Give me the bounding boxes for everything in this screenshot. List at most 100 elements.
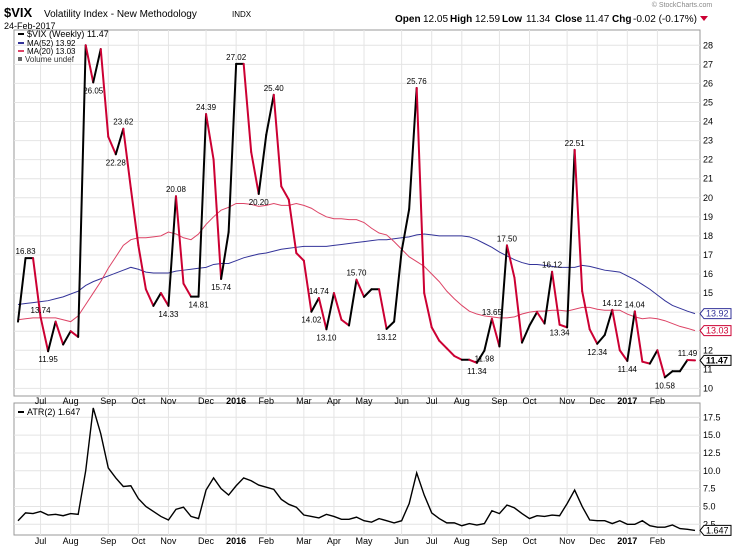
price-data-label: 13.10 — [316, 333, 337, 342]
price-data-label: 20.08 — [166, 185, 187, 194]
price-data-label: 16.12 — [542, 261, 563, 270]
atr-grid — [14, 403, 700, 535]
vix-segment — [265, 93, 275, 136]
vix-segment — [438, 339, 448, 350]
vix-segment — [513, 276, 523, 344]
atr-x-tick-label: Sep — [100, 536, 116, 546]
price-data-label: 11.44 — [618, 365, 638, 374]
vix-segment — [618, 349, 629, 362]
atr-x-tick-label: Nov — [559, 536, 576, 546]
price-data-labels: 16.83 13.74 11.95 26.05 22.28 23.62 14.33 20.08… — [16, 53, 698, 390]
vix-segment — [62, 330, 72, 346]
vix-segment — [520, 324, 531, 344]
vix-segment — [468, 358, 478, 364]
price-y-tick-label: 12 — [703, 345, 713, 355]
atr-last-value-tag-box — [699, 524, 732, 536]
chart-header: $VIX Volatility Index - New Methodology … — [4, 1, 712, 31]
vix-segment — [393, 250, 403, 323]
vix-segment — [340, 318, 350, 327]
price-data-label: 14.74 — [309, 287, 330, 296]
vix-segment — [626, 310, 636, 362]
price-data-label: 13.34 — [550, 329, 571, 338]
vix-segment — [505, 244, 516, 279]
price-y-tick-label: 16 — [703, 269, 713, 279]
price-x-tick-label: Sep — [491, 396, 507, 406]
atr-last-value-tag: 1.647 — [706, 525, 729, 535]
price-y-tick-label: 24 — [703, 117, 713, 127]
price-data-label: 22.51 — [565, 139, 586, 148]
price-x-tick-label: 2017 — [617, 396, 637, 406]
price-data-label: 14.81 — [189, 301, 210, 310]
vix-segment — [596, 334, 606, 345]
atr-legend: ATR(2) 1.647 — [18, 407, 80, 417]
price-data-label: 13.65 — [482, 308, 503, 317]
vix-segment — [415, 86, 426, 295]
atr-x-tick-label: Aug — [454, 536, 470, 546]
atr-x-tick-label: May — [356, 536, 374, 546]
vix-segment — [137, 244, 147, 291]
price-x-tick-label: Feb — [650, 396, 666, 406]
price-x-tick-label: Nov — [559, 396, 576, 406]
ma20-line — [17, 202, 696, 332]
price-y-tick-label: 25 — [703, 97, 713, 107]
atr-x-tick-label: Oct — [523, 536, 538, 546]
vix-segment — [551, 270, 561, 326]
price-y-tick-label: 20 — [703, 193, 713, 203]
symbol-label: $VIX — [4, 5, 33, 20]
watermark: © StockCharts.com — [652, 1, 713, 9]
vix-segment — [490, 317, 501, 348]
price-data-label: 14.04 — [625, 300, 646, 309]
last-value-tag: 11.47 — [706, 355, 728, 365]
atr-y-axis: 2.5 5.0 7.5 10.0 12.5 15.0 17.5 — [703, 412, 721, 529]
atr-x-tick-label: 2016 — [226, 536, 246, 546]
price-x-tick-label: Dec — [589, 396, 606, 406]
vix-segment — [423, 292, 433, 329]
vix-segment — [475, 349, 486, 364]
price-x-tick-label: 2016 — [226, 396, 246, 406]
high-value: 12.59 — [475, 14, 500, 25]
price-x-tick-label: Dec — [198, 396, 215, 406]
chg-label: Chg — [612, 14, 631, 25]
price-data-label: 10.58 — [655, 381, 676, 390]
vix-segment — [197, 113, 208, 298]
vix-segment — [355, 278, 366, 298]
atr-x-tick-label: Dec — [589, 536, 606, 546]
close-value: 11.47 — [585, 14, 610, 25]
last-value-tags: 13.92 13.03 11.47 1.647 — [699, 308, 732, 536]
last-value-tag-box — [699, 325, 732, 337]
legend-vix: $VIX (Weekly) 11.47 — [27, 29, 109, 39]
vix-segment — [408, 86, 418, 211]
vix-segment — [99, 48, 110, 138]
last-value-tag-box — [699, 354, 732, 366]
vix-segment — [47, 320, 57, 353]
atr-x-tick-label: Jun — [394, 536, 409, 546]
atr-y-tick-label: 7.5 — [703, 484, 716, 494]
price-x-tick-label: Feb — [258, 396, 274, 406]
vix-segment — [611, 308, 621, 352]
vix-segment — [272, 93, 283, 188]
atr-y-tick-label: 17.5 — [703, 412, 721, 422]
vix-segment — [212, 158, 223, 280]
close-label: Close — [555, 14, 583, 25]
last-value-tag-box — [699, 308, 732, 320]
vix-segment — [167, 195, 177, 307]
legend-ma20: MA(20) 13.03 — [27, 47, 76, 56]
vix-segment — [92, 48, 102, 84]
vix-segment — [453, 354, 463, 361]
vix-segment — [114, 127, 125, 156]
vix-segment — [528, 311, 539, 327]
price-y-tick-label: 18 — [703, 231, 713, 241]
price-series — [17, 44, 696, 379]
vix-segment — [280, 185, 290, 201]
atr-x-tick-label: Jul — [35, 536, 47, 546]
vix-segment — [302, 259, 313, 313]
atr-x-tick-label: Mar — [296, 536, 312, 546]
vix-segment — [656, 349, 666, 379]
atr-x-tick-label: 2017 — [617, 536, 637, 546]
price-data-label: 11.34 — [467, 367, 487, 376]
atr-x-tick-label: Nov — [160, 536, 177, 546]
vix-segment — [152, 292, 162, 307]
atr-series — [17, 407, 696, 532]
price-y-tick-label: 27 — [703, 59, 713, 69]
